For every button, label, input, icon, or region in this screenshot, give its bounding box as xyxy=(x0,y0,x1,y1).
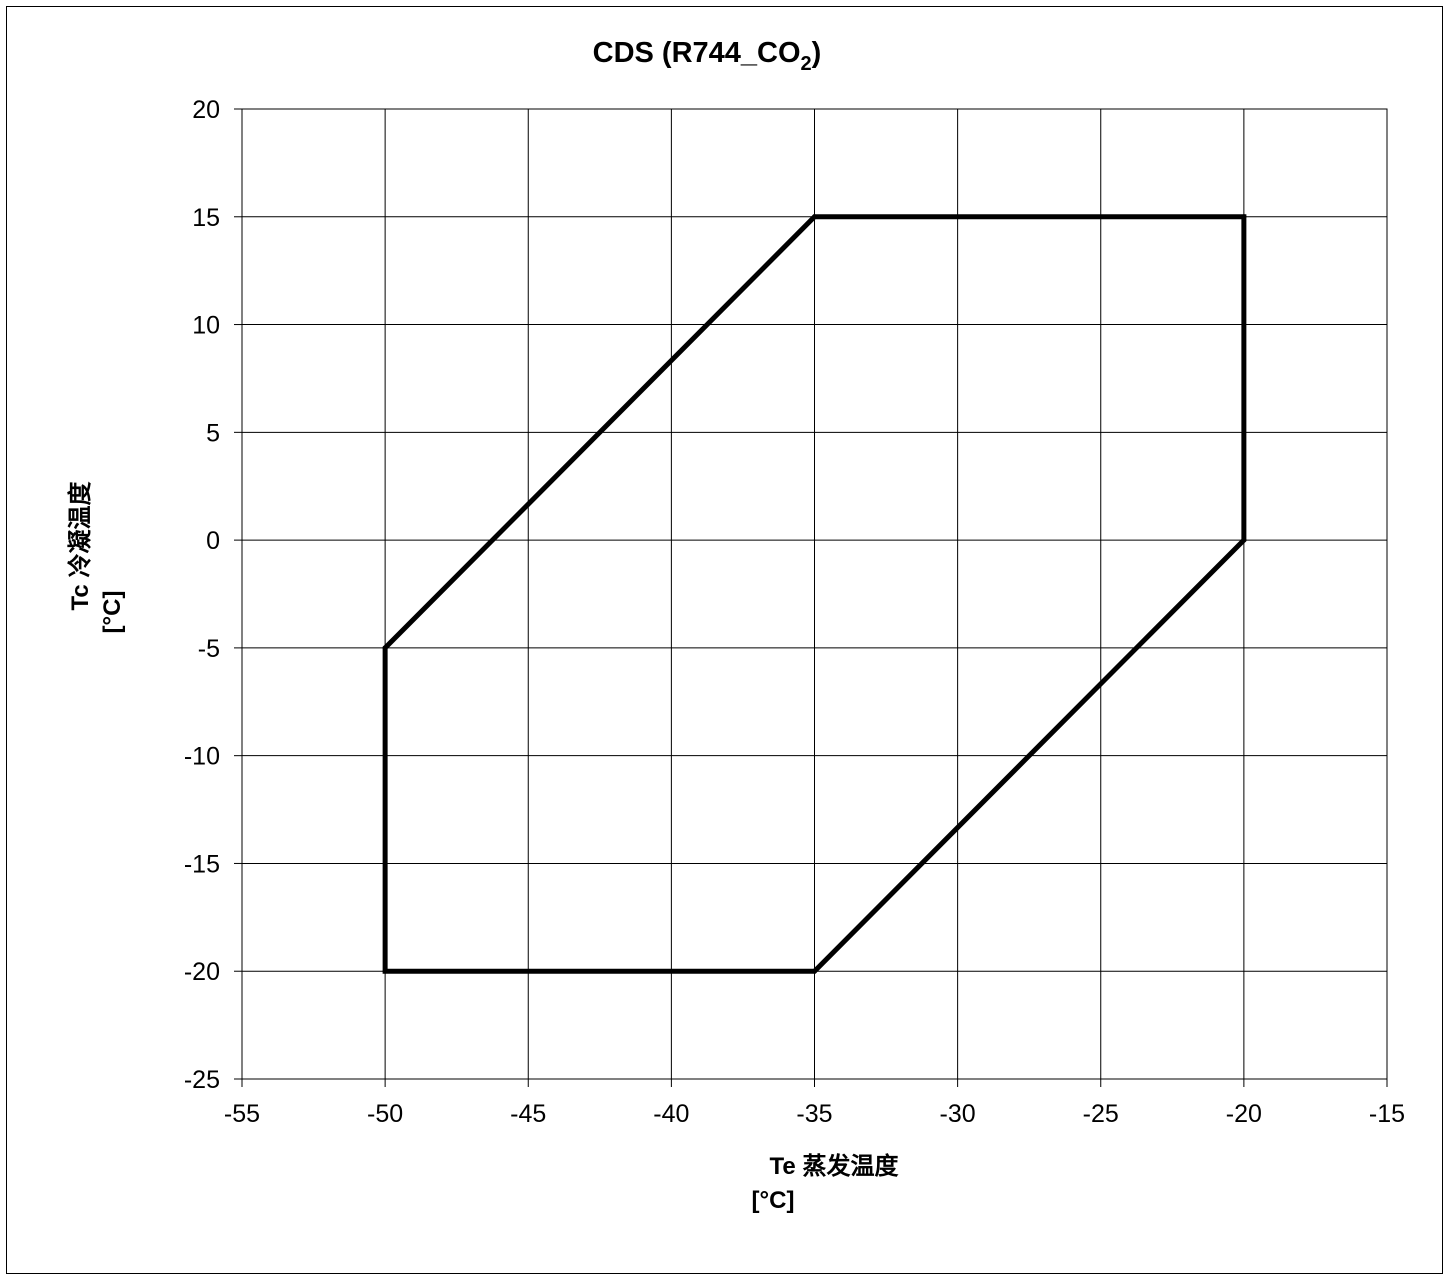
x-tick-label: -20 xyxy=(1226,1100,1262,1128)
axis-ticks: -55 -50 -45 -40 -35 -30 -25 -20 -15 20 15 10 5 0 -5 -10… xyxy=(184,96,1405,1128)
y-tick-label: -25 xyxy=(184,1066,220,1094)
y-tick-label: 10 xyxy=(192,312,220,340)
y-tick-label: 15 xyxy=(192,204,220,232)
chart-title: CDS (R744_CO2) xyxy=(593,37,822,75)
x-tick-label: -35 xyxy=(796,1100,832,1128)
y-tick-label: -15 xyxy=(184,850,220,878)
chart-title-main: CDS (R744_CO xyxy=(593,37,801,69)
chart-title-subscript: 2 xyxy=(801,53,812,75)
envelope-vertex xyxy=(1241,214,1247,220)
x-axis-unit: [°C] xyxy=(752,1187,795,1214)
y-axis-label: Tc 冷凝温度 xyxy=(66,481,94,611)
envelope-vertex xyxy=(812,968,817,974)
y-tick-label: 20 xyxy=(192,96,220,124)
envelope-vertex xyxy=(812,214,817,220)
x-tick-label: -50 xyxy=(367,1100,403,1128)
x-tick-label: -40 xyxy=(653,1100,689,1128)
envelope-vertex xyxy=(382,645,388,651)
y-tick-label: -10 xyxy=(184,743,220,771)
x-axis-label: Te 蒸发温度 xyxy=(770,1152,900,1180)
x-tick-label: -25 xyxy=(1083,1100,1119,1128)
y-tick-label: -20 xyxy=(184,958,220,986)
y-axis-unit: [°C] xyxy=(99,591,126,634)
y-tick-label: 0 xyxy=(206,527,220,555)
x-tick-label: -15 xyxy=(1369,1100,1405,1128)
x-tick-label: -45 xyxy=(510,1100,546,1128)
x-tick-label: -30 xyxy=(940,1100,976,1128)
chart-title-suffix: ) xyxy=(812,37,822,69)
envelope-vertex xyxy=(1241,537,1247,543)
y-tick-label: -5 xyxy=(198,635,220,663)
x-tick-label: -55 xyxy=(224,1100,260,1128)
grid xyxy=(241,108,1388,1080)
envelope-vertex xyxy=(382,968,388,974)
y-tick-label: 5 xyxy=(206,419,220,447)
